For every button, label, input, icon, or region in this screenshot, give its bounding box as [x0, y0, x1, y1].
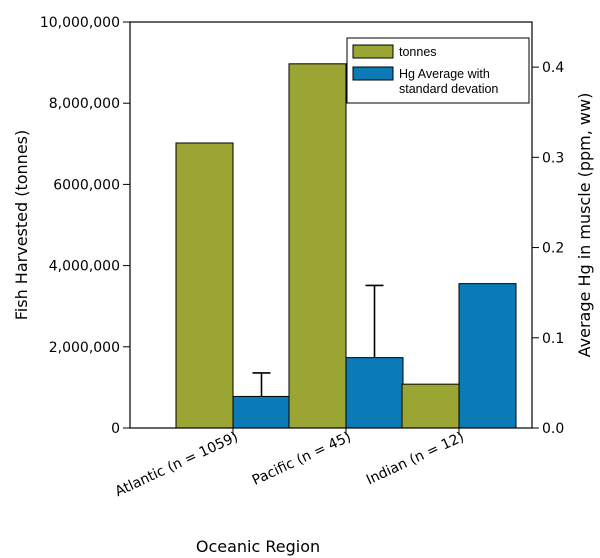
- y-tick-label-1: 2,000,000: [49, 340, 120, 356]
- bar-hg-2: [458, 283, 517, 429]
- y2-tick-label-2: 0.2: [542, 241, 564, 257]
- y-tick-label-0: 0: [111, 421, 120, 437]
- y2-tick-label-1: 0.1: [542, 331, 564, 347]
- x-tick-label-1: Pacific (n = 45): [250, 429, 354, 489]
- legend-label-1-0: Hg Average with: [399, 67, 490, 81]
- bar-hg-1: [345, 357, 404, 429]
- bar-tonnes-0: [175, 142, 234, 429]
- legend-swatch-0: [352, 44, 394, 59]
- legend-label-0-0: tonnes: [399, 45, 437, 59]
- bar-tonnes-2: [401, 383, 460, 429]
- x-tick-label-2: Indian (n = 12): [364, 429, 467, 488]
- x-tick-label-0: Atlantic (n = 1059): [113, 429, 241, 500]
- y2-tick-label-4: 0.4: [542, 60, 564, 76]
- legend-label-1-1: standard devation: [399, 82, 498, 96]
- bar-tonnes-1: [288, 63, 347, 429]
- y2-tick-label-0: 0.0: [542, 421, 564, 437]
- y-tick-label-5: 10,000,000: [40, 15, 120, 31]
- plot-frame: [129, 21, 533, 429]
- y2-tick-label-3: 0.3: [542, 150, 564, 166]
- x-axis-title: Oceanic Region: [196, 537, 320, 556]
- y-tick-label-2: 4,000,000: [49, 259, 120, 275]
- bar-hg-0: [232, 395, 291, 429]
- y-axis-title: Fish Harvested (tonnes): [12, 130, 31, 320]
- y-tick-label-3: 6000,000: [53, 177, 120, 193]
- y2-axis-title: Average Hg in muscle (ppm, ww): [575, 93, 594, 358]
- y-tick-label-4: 8,000,000: [49, 96, 120, 112]
- legend-swatch-1: [352, 66, 394, 81]
